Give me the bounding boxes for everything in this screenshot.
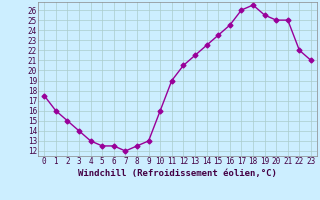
X-axis label: Windchill (Refroidissement éolien,°C): Windchill (Refroidissement éolien,°C) bbox=[78, 169, 277, 178]
